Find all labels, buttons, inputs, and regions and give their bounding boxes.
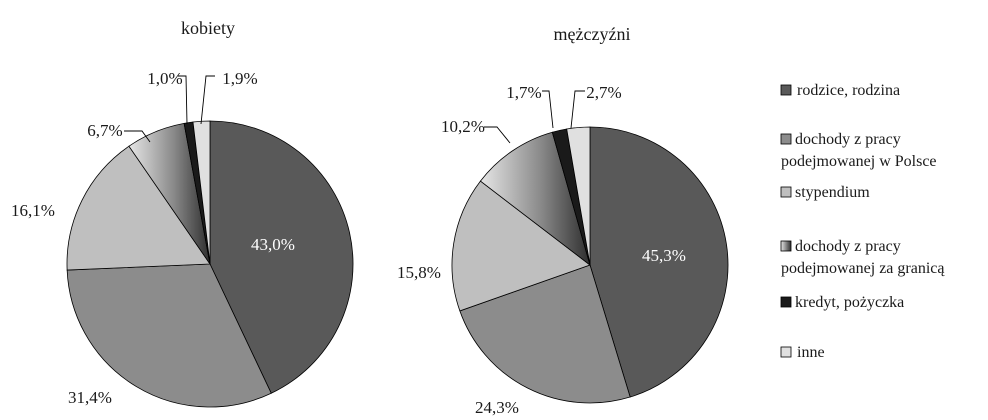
legend-item: stypendium [780, 184, 870, 201]
legend: rodzice, rodzina dochody z pracy podejmo… [780, 82, 945, 361]
pie-slice [566, 126, 591, 266]
data-label: 1,0% [147, 69, 182, 88]
leader-lines [484, 90, 585, 144]
leader-line [178, 75, 188, 125]
pie-slice [589, 126, 729, 398]
pie-slices [66, 120, 354, 408]
pie-slice [451, 180, 591, 312]
legend-swatch [780, 84, 792, 96]
legend-swatch [780, 133, 792, 145]
pie-chart-kobiety: kobiety 43,0% 31,4% 16,1% 6,7% 1,0% 1,9% [11, 18, 354, 408]
data-label: 1,9% [222, 69, 257, 88]
legend-item: inne [780, 344, 825, 361]
legend-item: dochody z pracy podejmowanej w Polsce [780, 131, 937, 170]
legend-swatch [780, 346, 792, 358]
legend-label: podejmowanej za granicą [781, 260, 945, 277]
pie-slice [66, 263, 272, 408]
legend-label: rodzice, rodzina [797, 82, 900, 99]
data-label: 6,7% [87, 121, 122, 140]
legend-label: stypendium [795, 184, 870, 201]
leader-line [570, 90, 585, 129]
leader-line [124, 130, 151, 143]
legend-swatch [780, 186, 792, 198]
data-label: 31,4% [68, 388, 112, 407]
pie-slices [451, 126, 729, 404]
legend-label: dochody z pracy [795, 131, 901, 148]
data-label: 1,7% [506, 83, 541, 102]
leader-line [484, 126, 511, 144]
legend-item: dochody z pracy podejmowanej za granicą [780, 238, 945, 277]
data-label: 10,2% [441, 117, 485, 136]
legend-label: podejmowanej w Polsce [781, 153, 937, 170]
legend-label: inne [797, 344, 825, 361]
data-label: 2,7% [586, 83, 621, 102]
pie-slice [479, 131, 591, 267]
pie-slice [66, 145, 211, 271]
legend-label: kredyt, pożyczka [795, 294, 904, 311]
data-label: 45,3% [642, 246, 686, 265]
data-label: 16,1% [11, 201, 55, 220]
legend-label: dochody z pracy [795, 238, 901, 255]
leader-lines [124, 75, 215, 143]
pie-slice [209, 120, 354, 394]
legend-item: rodzice, rodzina [780, 82, 900, 99]
chart-title: kobiety [181, 18, 235, 38]
data-label: 15,8% [397, 263, 441, 282]
leader-line [542, 90, 554, 129]
legend-swatch [780, 240, 792, 252]
legend-swatch [780, 296, 792, 308]
data-label: 24,3% [475, 398, 519, 417]
legend-item: kredyt, pożyczka [780, 294, 904, 311]
pie-slice [459, 264, 631, 404]
data-label: 43,0% [251, 235, 295, 254]
pie-chart-mezczyzni: mężczyźni 45,3% 24,3% 15,8% 10,2% 1,7% 2… [397, 24, 729, 417]
chart-title: mężczyźni [554, 24, 631, 44]
leader-line [200, 75, 215, 125]
